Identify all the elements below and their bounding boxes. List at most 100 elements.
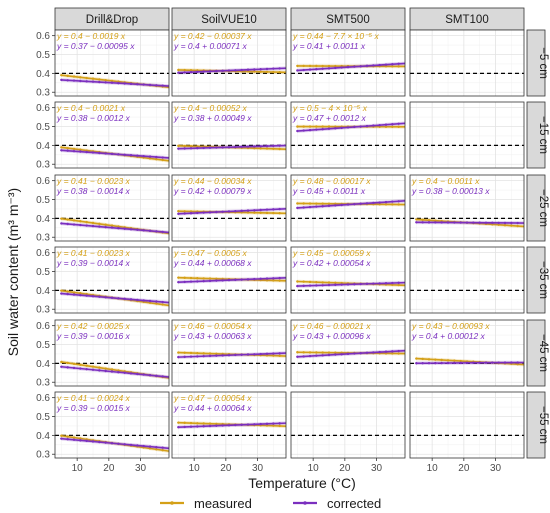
corrected-point xyxy=(72,366,76,370)
corrected-point xyxy=(497,361,500,364)
measured-point xyxy=(79,220,82,223)
corrected-point xyxy=(510,221,513,225)
measured-point xyxy=(148,447,152,450)
corrected-point xyxy=(359,282,362,286)
corrected-point xyxy=(308,284,312,287)
corrected-point xyxy=(148,229,152,233)
corrected-point xyxy=(491,221,494,225)
column-strip-label: Drill&Drop xyxy=(86,14,138,26)
panel-series xyxy=(415,356,524,367)
measured-point xyxy=(208,352,212,355)
measured-point xyxy=(391,352,394,355)
corrected-point xyxy=(177,147,180,150)
corrected-point xyxy=(397,122,400,125)
x-tick-label: 20 xyxy=(220,463,232,474)
corrected-point xyxy=(372,64,375,67)
measured-equation: y = 0.4 − 0.0011 x xyxy=(411,176,480,186)
measured-equation: y = 0.47 − 0.00054 x xyxy=(173,393,252,403)
corrected-point xyxy=(142,444,145,448)
corrected-point xyxy=(234,278,237,282)
measured-point xyxy=(79,363,82,366)
corrected-point xyxy=(72,438,76,442)
corrected-point xyxy=(91,80,95,83)
measured-equation: y = 0.4 − 0.0019 x xyxy=(56,31,126,41)
corrected-point xyxy=(129,82,133,86)
corrected-equation: y = 0.47 + 0.0012 x xyxy=(292,113,367,123)
measured-point xyxy=(161,303,164,306)
corrected-point xyxy=(372,282,375,285)
measured-point xyxy=(72,436,76,439)
measured-point xyxy=(60,360,63,364)
measured-point xyxy=(155,448,158,451)
corrected-point xyxy=(346,203,350,206)
corrected-point xyxy=(278,67,281,70)
corrected-point xyxy=(240,68,243,72)
corrected-point xyxy=(397,281,400,285)
corrected-point xyxy=(472,221,475,224)
corrected-point xyxy=(340,66,343,69)
measured-point xyxy=(421,357,424,361)
corrected-point xyxy=(85,80,88,83)
measured-point xyxy=(177,209,180,213)
panel-series xyxy=(177,275,286,284)
y-tick-label: 0.3 xyxy=(36,378,50,389)
corrected-point xyxy=(148,155,152,158)
panel: y = 0.46 − 0.00021 xy = 0.43 + 0.00096 x xyxy=(290,319,406,387)
corrected-point xyxy=(315,284,318,287)
corrected-point xyxy=(189,147,193,150)
row-strip-label: −55 cm xyxy=(537,406,549,444)
corrected-line xyxy=(416,221,524,224)
measured-point xyxy=(189,421,193,425)
corrected-point xyxy=(136,444,139,447)
corrected-point xyxy=(391,63,394,66)
corrected-point xyxy=(202,279,205,283)
corrected-point xyxy=(296,355,299,359)
corrected-point xyxy=(346,283,350,286)
corrected-point xyxy=(427,221,431,224)
panel xyxy=(409,391,525,459)
corrected-point xyxy=(221,69,224,73)
measured-point xyxy=(60,289,63,292)
corrected-point xyxy=(372,124,375,127)
corrected-point xyxy=(155,155,158,159)
panel-border xyxy=(409,101,525,169)
corrected-point xyxy=(189,425,193,428)
corrected-point xyxy=(334,283,337,287)
corrected-point xyxy=(91,368,95,371)
measured-point xyxy=(516,224,519,228)
measured-point xyxy=(308,125,312,128)
corrected-point xyxy=(142,154,145,158)
corrected-point xyxy=(136,228,139,231)
measured-point xyxy=(327,281,331,284)
corrected-point xyxy=(240,145,243,149)
corrected-point xyxy=(397,62,400,66)
panel: y = 0.41 − 0.0024 xy = 0.39 − 0.0015 x xyxy=(54,391,170,459)
measured-equation: y = 0.47 − 0.0005 x xyxy=(173,248,248,258)
column-strip-label: SMT100 xyxy=(445,14,488,26)
measured-point xyxy=(246,211,250,214)
y-tick-label: 0.6 xyxy=(36,321,50,332)
corrected-point xyxy=(253,423,256,426)
panel-series xyxy=(60,360,169,380)
measured-equation: y = 0.45 − 0.00059 x xyxy=(292,248,371,258)
panel-background xyxy=(291,247,405,313)
corrected-point xyxy=(353,65,356,68)
legend-measured-marker xyxy=(170,501,174,505)
measured-equation: y = 0.46 − 0.00054 x xyxy=(173,321,252,331)
corrected-point xyxy=(378,63,381,67)
x-tick-label: 30 xyxy=(252,463,264,474)
measured-point xyxy=(189,276,193,280)
panel-border xyxy=(171,29,287,97)
panel: y = 0.4 − 0.0011 xy = 0.38 − 0.00013 x xyxy=(409,174,525,242)
panel-background xyxy=(291,30,405,96)
corrected-point xyxy=(272,208,275,211)
corrected-point xyxy=(484,221,488,225)
corrected-point xyxy=(272,422,275,425)
corrected-point xyxy=(110,441,114,445)
corrected-point xyxy=(246,423,250,426)
corrected-point xyxy=(66,79,69,82)
corrected-point xyxy=(265,67,269,71)
corrected-point xyxy=(91,151,95,154)
measured-point xyxy=(215,352,218,355)
corrected-point xyxy=(272,277,275,280)
